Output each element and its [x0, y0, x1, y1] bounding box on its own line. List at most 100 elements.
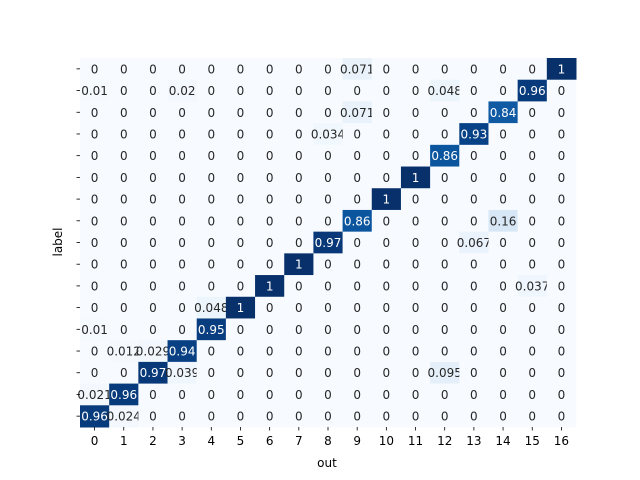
heatmap-cell — [225, 188, 256, 211]
cell-value-label: 0 — [383, 106, 391, 120]
cell-value-label: 0.071 — [340, 106, 374, 120]
cell-value-label: 0 — [499, 236, 507, 250]
cell-value-label: 0 — [120, 279, 128, 293]
cell-value-label: 0 — [295, 345, 303, 359]
heatmap-cell — [400, 318, 431, 341]
cell-value-label: 0 — [499, 149, 507, 163]
heatmap-cell — [517, 101, 548, 124]
cell-value-label: 0 — [441, 171, 449, 185]
heatmap-cell — [225, 58, 256, 81]
x-tick-label: 4 — [207, 434, 215, 448]
cell-value-label: 0 — [237, 279, 245, 293]
x-tick-label: 16 — [554, 434, 569, 448]
cell-value-label: 0 — [120, 366, 128, 380]
cell-value-label: 0 — [149, 149, 157, 163]
heatmap-cell — [313, 318, 344, 341]
cell-value-label: 0 — [120, 323, 128, 337]
heatmap-cell — [313, 275, 344, 298]
cell-value-label: 0 — [558, 127, 566, 141]
heatmap-cell — [167, 188, 198, 211]
heatmap-cell — [430, 361, 460, 385]
heatmap-cell — [80, 340, 110, 363]
x-axis-label: out — [317, 456, 337, 470]
cell-value-label: 0.037 — [515, 279, 549, 293]
cell-value-label: 0.039 — [165, 366, 199, 380]
heatmap-cell — [80, 144, 110, 168]
cell-value-label: 0 — [353, 193, 361, 207]
cell-value-label: 0 — [441, 106, 449, 120]
cell-value-label: 0 — [178, 258, 186, 272]
heatmap-cell — [109, 405, 139, 428]
heatmap-cell — [400, 231, 431, 254]
cell-value-label: 0 — [353, 84, 361, 98]
cell-value-label: 0.94 — [169, 345, 196, 359]
heatmap-cell — [225, 383, 256, 406]
heatmap-cell — [459, 296, 489, 319]
heatmap-cell — [138, 318, 169, 341]
heatmap-cell — [196, 361, 227, 385]
heatmap-cell — [430, 79, 460, 102]
cell-value-label: 0 — [149, 84, 157, 98]
heatmap-cell — [109, 231, 139, 254]
cell-value-label: 0 — [412, 323, 420, 337]
cell-value-label: 0 — [383, 171, 391, 185]
cell-value-label: 0 — [178, 62, 186, 76]
x-tick-label: 8 — [324, 434, 332, 448]
cell-value-label: 0 — [266, 236, 274, 250]
cell-value-label: 0 — [528, 171, 536, 185]
heatmap-cell — [225, 144, 256, 168]
cell-value-label: 0 — [120, 62, 128, 76]
heatmap-cell — [342, 166, 373, 189]
heatmap-cell — [284, 166, 314, 189]
heatmap-cell — [109, 144, 139, 168]
cell-value-label: 0 — [353, 149, 361, 163]
cell-value-label: 0 — [528, 301, 536, 315]
cell-value-label: 0 — [120, 106, 128, 120]
cell-value-label: 0.048 — [428, 84, 462, 98]
cell-value-label: 0 — [91, 171, 99, 185]
heatmap-cell — [138, 405, 169, 428]
cell-value-label: 0 — [441, 279, 449, 293]
x-tick-label: 2 — [149, 434, 157, 448]
cell-value-label: 0 — [120, 127, 128, 141]
cell-value-label: 0 — [91, 106, 99, 120]
cell-value-label: 0 — [237, 127, 245, 141]
heatmap-cell — [517, 340, 548, 363]
heatmap-cell — [342, 253, 373, 276]
heatmap-cell — [109, 188, 139, 211]
cell-value-label: 0 — [441, 236, 449, 250]
heatmap-cell — [255, 123, 285, 146]
heatmap-cell — [138, 209, 169, 233]
heatmap-cell — [225, 405, 256, 428]
cell-value-label: 0.02 — [169, 84, 196, 98]
cell-value-label: 0 — [412, 84, 420, 98]
cell-value-label: 0 — [441, 388, 449, 402]
cell-value-label: 0 — [470, 345, 478, 359]
cell-value-label: 0.012 — [107, 345, 141, 359]
cell-value-label: 0 — [499, 301, 507, 315]
heatmap-cell — [284, 209, 314, 233]
heatmap-cell — [284, 231, 314, 254]
x-tick-label: 6 — [266, 434, 274, 448]
cell-value-label: 0 — [528, 127, 536, 141]
cell-value-label: 0 — [237, 258, 245, 272]
cell-value-label: 0 — [207, 106, 215, 120]
heatmap-cell — [167, 296, 198, 319]
cell-value-label: 0 — [295, 279, 303, 293]
heatmap-cell — [488, 296, 519, 319]
heatmap-cell — [313, 383, 344, 406]
cell-value-label: 0 — [383, 214, 391, 228]
heatmap-cell — [546, 296, 577, 319]
cell-value-label: 0 — [470, 279, 478, 293]
heatmap-cell — [430, 101, 460, 124]
heatmap-cell — [255, 188, 285, 211]
cell-value-label: 0 — [441, 62, 449, 76]
heatmap-cell — [371, 166, 402, 189]
cell-value-label: 0 — [91, 214, 99, 228]
heatmap-cell — [138, 361, 169, 385]
cell-value-label: 0 — [383, 279, 391, 293]
heatmap-cell — [284, 318, 314, 341]
heatmap-cell — [80, 405, 110, 428]
cell-value-label: 0 — [499, 410, 507, 424]
cell-value-label: 0 — [383, 127, 391, 141]
